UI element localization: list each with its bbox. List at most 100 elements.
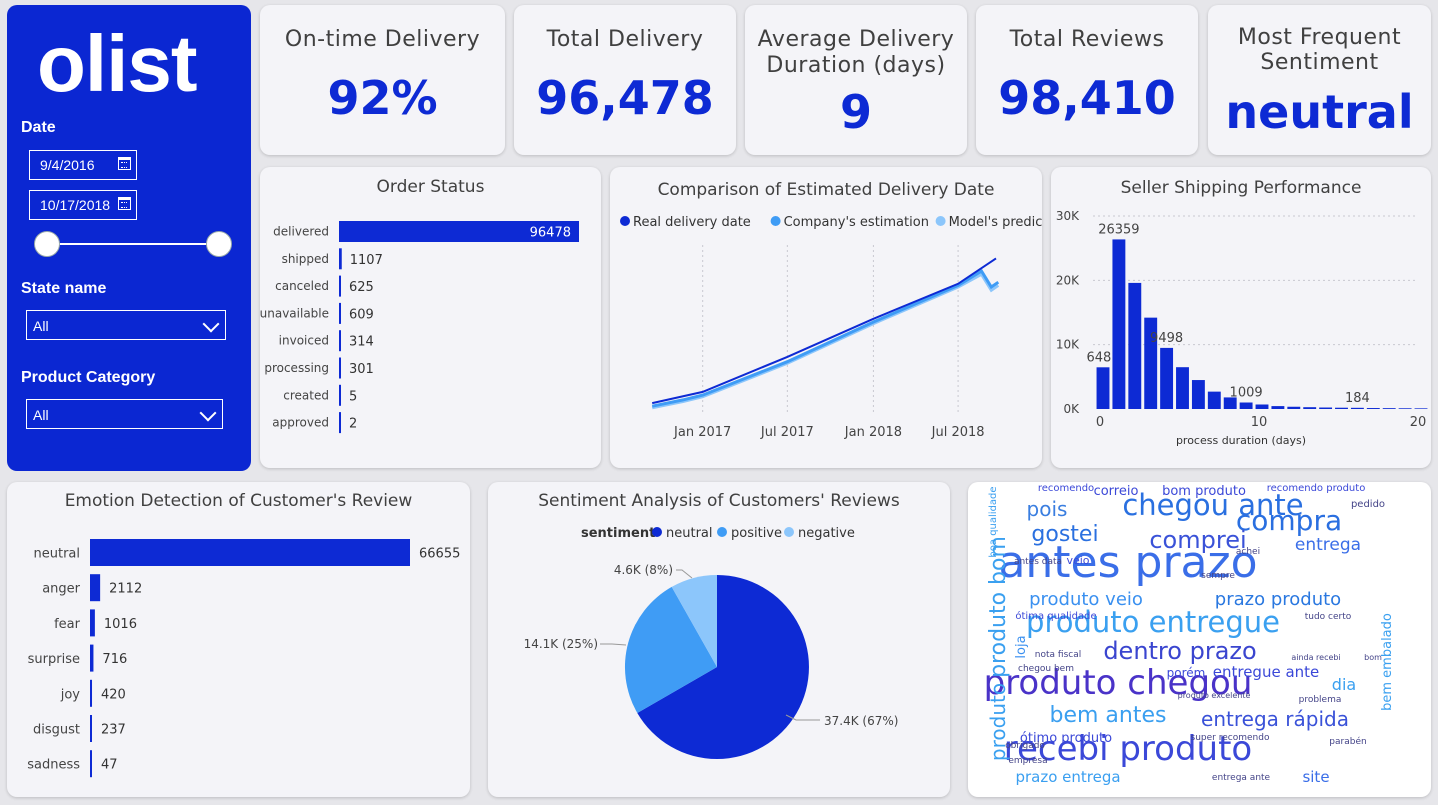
x-tick-label: 20 — [1410, 415, 1427, 430]
pie-slice — [624, 586, 717, 713]
kpi-total-delivery-title: Total Delivery — [546, 27, 704, 52]
order-status-label: created — [283, 388, 329, 402]
emotion-label: neutral — [34, 547, 81, 562]
sentiment-title: Sentiment Analysis of Customers' Reviews — [538, 491, 900, 511]
seller-shipping-title: Seller Shipping Performance — [1120, 178, 1362, 198]
histogram-data-label: 184 — [1345, 391, 1370, 406]
order-status-value: 609 — [349, 307, 374, 322]
order-status-label: approved — [272, 416, 329, 430]
wordcloud-word: super recomendo — [1191, 733, 1270, 743]
emotion-bar — [90, 644, 94, 672]
state-select[interactable]: All — [26, 310, 226, 340]
date-end-input[interactable]: 10/17/2018 — [29, 190, 137, 220]
order-status-bar — [339, 302, 341, 324]
date-range-end-handle[interactable] — [206, 231, 232, 257]
histogram-bar — [1287, 406, 1301, 409]
calendar-icon[interactable] — [118, 157, 131, 170]
histogram-bar — [1303, 407, 1317, 409]
kpi-total-delivery-card: Total Delivery 96,478 — [514, 5, 736, 155]
legend-label: Real delivery date — [633, 215, 751, 230]
histogram-data-label: 26359 — [1098, 222, 1139, 237]
seller-shipping-card: Seller Shipping Performance 0K 10K 20K 30K 6… — [1051, 167, 1431, 468]
kpi-ontime-card: On-time Delivery 92% — [260, 5, 505, 155]
wordcloud-word: boa qualidade — [988, 486, 999, 557]
wordcloud-word: ótima qualidade — [1015, 610, 1096, 622]
order-status-bar — [339, 357, 341, 379]
legend-marker — [620, 216, 630, 226]
x-tick-label: 0 — [1096, 415, 1104, 430]
x-tick-label: Jul 2017 — [760, 425, 814, 440]
emotion-chart: neutral 66655 anger 2112 fear 1016 surprise 716… — [27, 539, 460, 778]
wordcloud-word: loja — [1014, 635, 1029, 658]
wordcloud-word: entrega ante — [1212, 773, 1271, 783]
emotion-label: joy — [60, 687, 81, 702]
histogram-bar — [1160, 347, 1174, 409]
y-tick-label: 10K — [1056, 338, 1080, 352]
emotion-value: 66655 — [419, 547, 460, 562]
order-status-bar — [339, 221, 579, 242]
kpi-sentiment-value: neutral — [1225, 85, 1414, 139]
category-select[interactable]: All — [26, 399, 223, 429]
seller-shipping-chart: 0K 10K 20K 30K 6481 26359 9498 1009 184 0 10 20 proc… — [1056, 209, 1428, 447]
histogram-bar — [1128, 282, 1142, 409]
kpi-avg-duration-card: Average Delivery Duration (days) 9 — [745, 5, 967, 155]
date-start-value: 9/4/2016 — [40, 157, 95, 173]
wordcloud-word: empresa — [1008, 756, 1047, 766]
sentiment-card: Sentiment Analysis of Customers' Reviews… — [488, 482, 950, 797]
kpi-total-reviews-title: Total Reviews — [1009, 27, 1165, 52]
date-range-start-handle[interactable] — [34, 231, 60, 257]
y-tick-label: 30K — [1056, 209, 1080, 223]
emotion-title: Emotion Detection of Customer's Review — [64, 491, 413, 511]
state-label: State name — [21, 280, 107, 297]
wordcloud-word: antes prazo — [998, 537, 1257, 588]
emotion-value: 47 — [101, 758, 118, 773]
legend-label: negative — [798, 526, 855, 541]
wordcloud-word: entregue ante — [1213, 663, 1320, 681]
kpi-total-delivery-value: 96,478 — [536, 71, 714, 125]
histogram-bar — [1112, 239, 1126, 409]
pie-leader-line — [785, 714, 820, 721]
kpi-sentiment-card: Most Frequent Sentiment neutral — [1208, 5, 1431, 155]
wordcloud-word: dentro prazo — [1103, 637, 1256, 665]
pie-leader-line — [676, 569, 693, 579]
emotion-bar — [90, 609, 95, 637]
histogram-bar — [1176, 367, 1189, 409]
emotion-value: 1016 — [104, 617, 137, 632]
olist-logo: olist — [37, 19, 197, 108]
order-status-label: processing — [264, 361, 329, 375]
wordcloud-word: chegou ante — [1122, 488, 1303, 522]
wordcloud-word: produto bom — [986, 536, 1011, 678]
histogram-bar — [1414, 408, 1428, 409]
histogram-data-label: 1009 — [1230, 386, 1263, 401]
wordcloud-word: problema — [1299, 695, 1342, 705]
wordcloud-word: compra — [1236, 504, 1342, 537]
histogram-bar — [1382, 408, 1396, 409]
wordcloud-word: bom produto — [1162, 484, 1246, 499]
histogram-data-label: 9498 — [1150, 331, 1183, 346]
emotion-card: Emotion Detection of Customer's Review n… — [7, 482, 470, 797]
pie-slice — [637, 575, 809, 759]
date-range-slider-track[interactable] — [47, 243, 219, 245]
wordcloud-word: entrega — [1295, 535, 1361, 555]
legend-marker — [784, 527, 794, 537]
wordcloud-word: comprei — [1149, 526, 1246, 554]
histogram-bar — [1223, 397, 1237, 409]
calendar-icon[interactable] — [118, 197, 131, 210]
emotion-value: 420 — [101, 687, 126, 702]
emotion-label: disgust — [33, 723, 80, 738]
pie-leader-line — [600, 643, 627, 646]
legend-label: Model's prediction — [949, 215, 1042, 230]
order-status-bar — [339, 275, 341, 297]
wordcloud-word: tudo certo — [1305, 612, 1352, 622]
wordcloud-word: obrigado — [1005, 741, 1045, 751]
legend-marker — [717, 527, 727, 537]
order-status-value: 314 — [349, 335, 374, 350]
wordcloud-word: produto excelente — [1178, 691, 1251, 700]
date-start-input[interactable]: 9/4/2016 — [29, 150, 137, 180]
order-status-bar — [339, 384, 341, 406]
filter-sidebar: olist Date 9/4/2016 10/17/2018 State nam… — [7, 5, 251, 471]
pie-slice — [671, 575, 717, 667]
histogram-bar — [1096, 367, 1110, 409]
pie-slice-label: 14.1K (25%) — [524, 637, 598, 651]
chevron-down-icon — [199, 404, 217, 422]
